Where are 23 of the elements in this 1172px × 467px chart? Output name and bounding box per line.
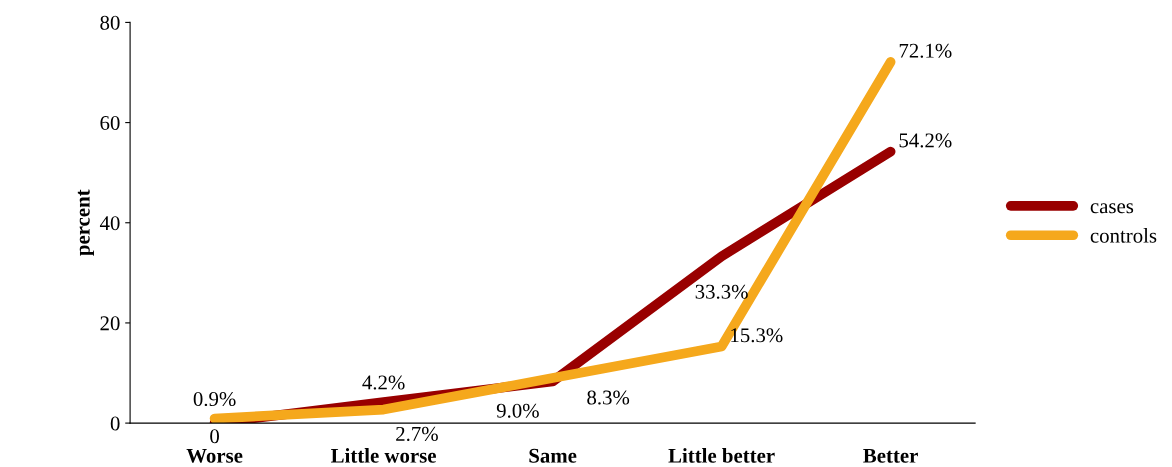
y-tick-label: 40 bbox=[99, 216, 120, 231]
x-tick-label: Same bbox=[529, 448, 577, 463]
data-label: 0 bbox=[210, 429, 220, 444]
y-tick-label: 60 bbox=[100, 115, 120, 131]
x-tick-label: Better bbox=[863, 448, 918, 463]
data-label: 4.2% bbox=[362, 375, 405, 390]
y-tick-label: 0 bbox=[110, 416, 120, 431]
data-label: 0.9% bbox=[193, 391, 236, 407]
legend-label: cases bbox=[1090, 203, 1134, 214]
data-label: 15.3% bbox=[731, 328, 783, 343]
data-label: 72.1% bbox=[899, 43, 952, 58]
legend-label: controls bbox=[1090, 228, 1157, 243]
data-label: 2.7% bbox=[396, 426, 438, 441]
data-label: 9.0% bbox=[496, 403, 539, 418]
y-tick-label: 20 bbox=[100, 316, 120, 331]
x-tick-label: Little better bbox=[668, 448, 775, 463]
data-label: 54.2% bbox=[899, 133, 952, 148]
x-tick-label: Worse bbox=[186, 448, 243, 463]
y-axis-title: percent bbox=[77, 189, 94, 256]
data-label: 8.3% bbox=[587, 390, 630, 405]
data-label: 33.3% bbox=[695, 284, 748, 299]
x-tick-label: Little worse bbox=[331, 448, 436, 463]
y-tick-label: 80 bbox=[100, 15, 120, 30]
